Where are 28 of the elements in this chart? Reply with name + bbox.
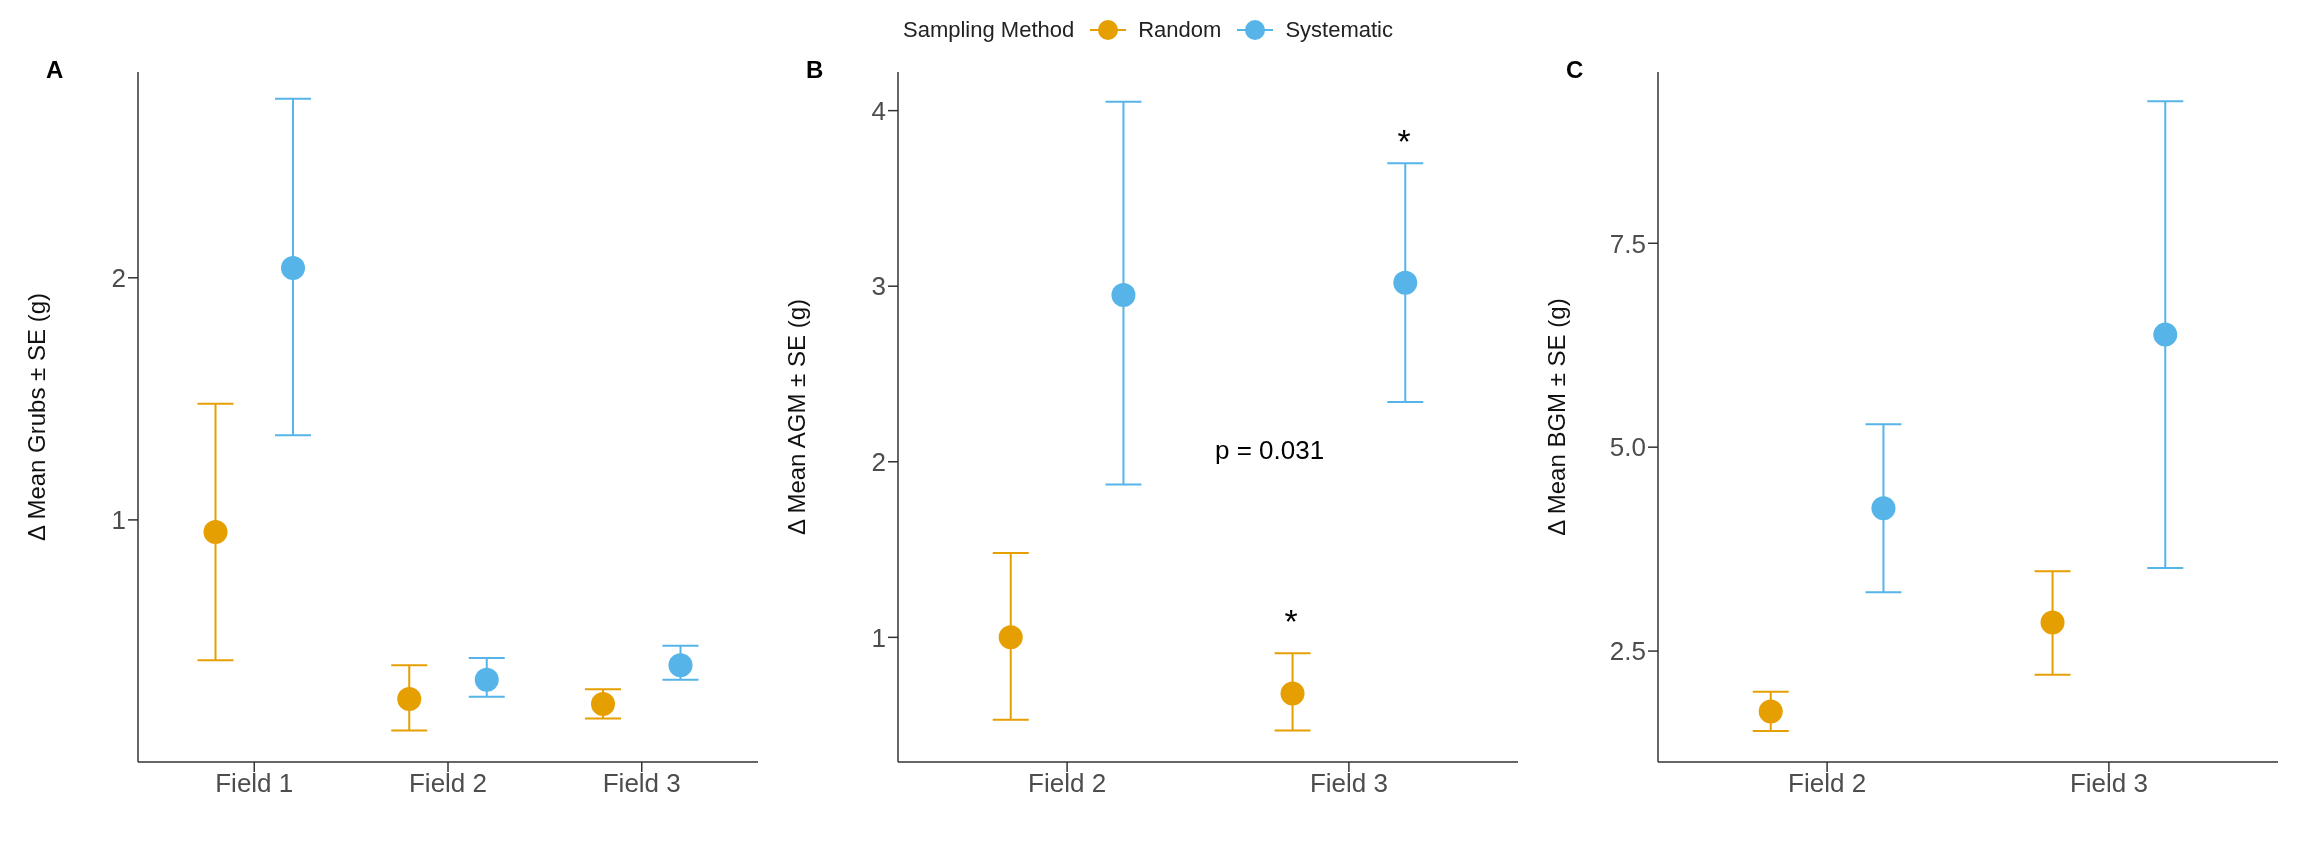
x-tick-label: Field 2 <box>408 768 488 799</box>
y-tick-label: 2 <box>111 263 126 294</box>
legend-label: Systematic <box>1285 17 1393 43</box>
y-axis-title: Δ Mean Grubs ± SE (g) <box>22 293 50 541</box>
x-tick-label: Field 1 <box>215 768 294 799</box>
y-tick-label: 3 <box>871 271 886 302</box>
y-tick-label: 1 <box>111 505 126 536</box>
chart-title: A <box>46 56 64 84</box>
y-axis-title: Δ Mean AGM ± SE (g) <box>782 299 810 535</box>
annotation: * <box>1397 122 1411 160</box>
y-axis-title: Δ Mean BGM ± SE (g) <box>1542 298 1570 536</box>
x-tick-label: Field 2 <box>1788 768 1867 799</box>
legend-title: Sampling Method <box>903 17 1075 43</box>
y-tick-label: 4 <box>871 95 886 126</box>
x-tick-label: Field 3 <box>2069 768 2148 799</box>
y-tick-label: 7.5 <box>1609 228 1646 259</box>
annotation: p = 0.031 <box>1215 435 1325 465</box>
y-tick-label: 1 <box>871 622 886 653</box>
y-tick-label: 2.5 <box>1609 636 1646 667</box>
legend-label: Random <box>1138 17 1222 43</box>
x-tick-label: Field 2 <box>1028 768 1107 799</box>
chart-title: C <box>1566 56 1584 84</box>
y-tick-label: 5.0 <box>1609 432 1646 463</box>
x-tick-label: Field 3 <box>602 768 681 799</box>
annotation: * <box>1284 602 1298 640</box>
chart-title: B <box>806 56 824 84</box>
y-tick-label: 2 <box>871 447 886 477</box>
x-tick-label: Field 3 <box>1309 768 1388 799</box>
